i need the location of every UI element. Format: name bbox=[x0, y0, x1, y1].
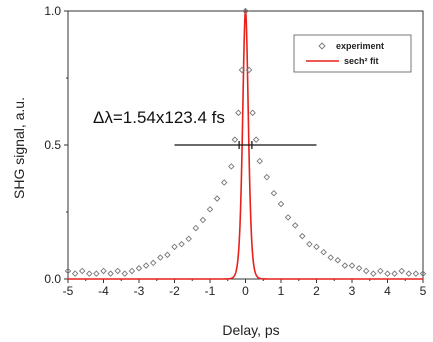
x-axis-title: Delay, ps bbox=[222, 322, 279, 338]
data-point bbox=[245, 66, 253, 74]
data-point bbox=[306, 240, 313, 248]
legend-box bbox=[293, 34, 412, 73]
data-point bbox=[355, 265, 363, 272]
data-point bbox=[235, 109, 242, 117]
data-point bbox=[149, 259, 157, 267]
data-point bbox=[341, 262, 349, 269]
data-point bbox=[114, 267, 121, 275]
legend-experiment-marker bbox=[318, 42, 326, 50]
data-point bbox=[128, 267, 136, 275]
x-tick-label: 5 bbox=[420, 284, 427, 298]
data-point bbox=[121, 270, 129, 277]
data-point bbox=[107, 270, 114, 277]
data-point bbox=[284, 214, 292, 221]
legend: experiment sech² fit bbox=[293, 34, 412, 73]
data-point bbox=[362, 267, 370, 275]
data-point bbox=[327, 254, 334, 261]
data-point bbox=[213, 195, 221, 202]
data-point bbox=[405, 270, 413, 277]
data-point bbox=[64, 267, 72, 275]
data-point bbox=[93, 270, 100, 277]
data-point bbox=[299, 232, 306, 240]
y-tick-label: 0.5 bbox=[44, 138, 61, 152]
data-point bbox=[178, 240, 185, 248]
legend-experiment-label: experiment bbox=[336, 41, 384, 51]
data-point bbox=[231, 136, 239, 143]
data-point bbox=[242, 7, 249, 15]
y-axis-title: SHG signal, a.u. bbox=[11, 97, 27, 199]
data-point bbox=[291, 222, 299, 229]
data-point bbox=[391, 270, 398, 277]
y-tick-label: 1.0 bbox=[44, 4, 61, 18]
data-point bbox=[238, 66, 246, 74]
data-point bbox=[370, 270, 377, 277]
data-point bbox=[412, 270, 420, 277]
data-point bbox=[206, 206, 214, 213]
data-point bbox=[252, 136, 260, 143]
fwhm-annotation: Δλ=1.54x123.4 fs bbox=[93, 108, 225, 127]
data-point bbox=[320, 248, 327, 256]
data-point bbox=[157, 254, 164, 261]
x-tick-label: 1 bbox=[278, 284, 285, 298]
data-point bbox=[142, 262, 150, 269]
data-point bbox=[384, 270, 391, 277]
data-point bbox=[185, 235, 192, 243]
x-tick-label: 4 bbox=[384, 284, 391, 298]
data-point bbox=[164, 251, 171, 259]
data-point bbox=[249, 109, 256, 117]
data-point bbox=[78, 267, 86, 275]
x-tick-label: -4 bbox=[98, 284, 109, 298]
data-point bbox=[348, 262, 356, 269]
x-tick-label: -5 bbox=[63, 284, 74, 298]
x-tick-label: 3 bbox=[349, 284, 356, 298]
data-point bbox=[171, 243, 178, 251]
data-point bbox=[398, 267, 405, 275]
data-point bbox=[263, 173, 271, 181]
data-point bbox=[419, 270, 427, 277]
x-tick-label: 2 bbox=[313, 284, 320, 298]
data-point bbox=[334, 257, 342, 264]
x-tick-label: -2 bbox=[169, 284, 180, 298]
plot-area: -5 -4 -3 -2 -1 0 1 2 3 4 5 0.0 0.5 1.0 bbox=[44, 4, 426, 298]
data-point bbox=[86, 270, 93, 277]
x-tick-label: -3 bbox=[134, 284, 145, 298]
data-point bbox=[270, 190, 278, 197]
legend-fit-label: sech² fit bbox=[344, 56, 379, 66]
data-point bbox=[135, 265, 143, 272]
y-tick-label: 0.0 bbox=[44, 272, 61, 286]
x-tick-label: -1 bbox=[205, 284, 216, 298]
x-tick-label: 0 bbox=[242, 284, 249, 298]
data-point bbox=[199, 216, 207, 224]
data-point bbox=[277, 200, 285, 208]
data-point bbox=[220, 179, 228, 186]
data-point bbox=[100, 267, 107, 275]
data-point bbox=[71, 270, 79, 277]
data-point bbox=[256, 157, 263, 165]
data-point bbox=[192, 224, 200, 232]
y-axis-title-group: SHG signal, a.u. bbox=[11, 97, 27, 199]
data-point bbox=[228, 163, 235, 170]
data-point bbox=[377, 267, 384, 275]
fit-curve bbox=[68, 8, 423, 280]
data-point bbox=[313, 243, 320, 251]
